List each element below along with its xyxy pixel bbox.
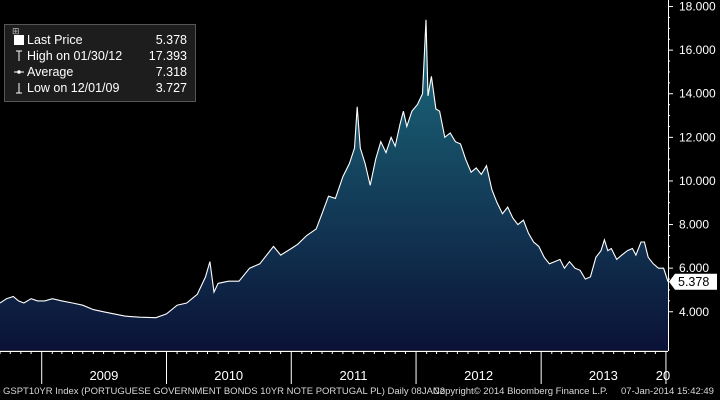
legend-value: 7.318 bbox=[155, 65, 187, 79]
last-price-marker: 5.378 bbox=[669, 273, 717, 290]
y-tick-label: 12.000 bbox=[679, 130, 716, 144]
legend-label: Low on 12/01/09 bbox=[27, 81, 120, 95]
y-tick-label: 6.000 bbox=[679, 261, 709, 275]
legend: ⊞ Last Price 5.378 High on 01/30/12 17.3… bbox=[4, 24, 196, 102]
high-marker-icon bbox=[14, 50, 24, 62]
footer-ticker-description: GSPT10YR Index (PORTUGUESE GOVERNMENT BO… bbox=[3, 386, 446, 397]
last-price-tag bbox=[669, 273, 717, 290]
legend-value: 5.378 bbox=[155, 33, 187, 47]
x-tick-label: 2009 bbox=[89, 368, 118, 383]
footer: GSPT10YR Index (PORTUGUESE GOVERNMENT BO… bbox=[0, 384, 720, 400]
y-tick-label: 16.000 bbox=[679, 43, 716, 57]
legend-label: High on 01/30/12 bbox=[27, 49, 123, 63]
price-area bbox=[0, 19, 668, 352]
y-tick-label: 4.000 bbox=[679, 305, 709, 319]
legend-item-last-price: Last Price 5.378 bbox=[27, 32, 187, 48]
y-tick-label: 10.000 bbox=[679, 174, 716, 188]
x-tick-label: 20 bbox=[656, 368, 670, 383]
y-axis-ticks: 4.000 6.000 8.000 10.000 12.000 14.000 16.000 1… bbox=[668, 0, 716, 319]
y-tick-label: 8.000 bbox=[679, 218, 709, 232]
price-line bbox=[0, 19, 669, 319]
legend-label: Last Price bbox=[27, 33, 83, 47]
legend-item-high: High on 01/30/12 17.393 bbox=[27, 48, 187, 64]
y-tick-label: 14.000 bbox=[679, 87, 716, 101]
y-tick-label: 18.000 bbox=[679, 0, 716, 14]
x-axis-ticks: 2009 2010 2011 2012 2013 20 bbox=[0, 351, 670, 384]
average-marker-icon bbox=[14, 66, 24, 78]
footer-copyright: Copyright© 2014 Bloomberg Finance L.P. bbox=[433, 386, 608, 397]
last-price-swatch-icon bbox=[14, 34, 24, 46]
footer-timestamp: 07-Jan-2014 15:42:49 bbox=[621, 386, 714, 397]
legend-label: Average bbox=[27, 65, 74, 79]
low-marker-icon bbox=[14, 82, 24, 94]
legend-value: 17.393 bbox=[148, 49, 187, 63]
legend-item-low: Low on 12/01/09 3.727 bbox=[27, 80, 187, 96]
x-tick-label: 2012 bbox=[464, 368, 493, 383]
legend-value: 3.727 bbox=[155, 81, 187, 95]
last-price-tag-label: 5.378 bbox=[678, 275, 709, 289]
legend-toggle-icon[interactable]: ⊞ bbox=[12, 27, 20, 37]
x-tick-label: 2013 bbox=[589, 368, 618, 383]
x-tick-label: 2011 bbox=[340, 368, 368, 383]
legend-item-average: Average 7.318 bbox=[27, 64, 187, 80]
x-tick-label: 2010 bbox=[214, 368, 243, 383]
